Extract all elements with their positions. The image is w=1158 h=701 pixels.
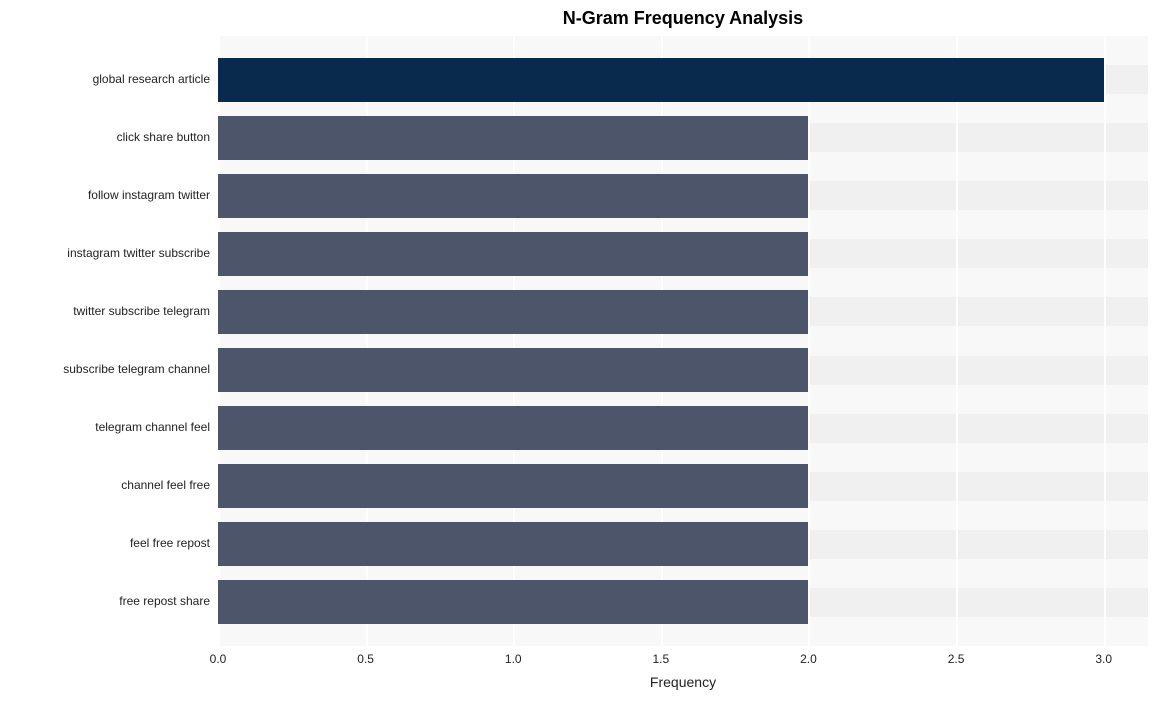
y-tick-label: instagram twitter subscribe bbox=[67, 246, 210, 260]
y-tick-label: telegram channel feel bbox=[95, 420, 210, 434]
ngram-frequency-chart: N-Gram Frequency Analysis Frequency glob… bbox=[0, 0, 1158, 701]
x-tick-label: 1.0 bbox=[505, 652, 522, 666]
y-tick-label: free repost share bbox=[119, 594, 210, 608]
y-tick-label: subscribe telegram channel bbox=[63, 362, 210, 376]
bar bbox=[218, 406, 808, 450]
y-tick-label: follow instagram twitter bbox=[88, 188, 210, 202]
x-axis-label: Frequency bbox=[218, 674, 1148, 690]
bar bbox=[218, 580, 808, 624]
x-tick-label: 3.0 bbox=[1095, 652, 1112, 666]
bar bbox=[218, 290, 808, 334]
y-tick-label: feel free repost bbox=[130, 536, 210, 550]
y-tick-label: twitter subscribe telegram bbox=[73, 304, 210, 318]
x-tick-label: 2.0 bbox=[800, 652, 817, 666]
bar bbox=[218, 232, 808, 276]
bar bbox=[218, 58, 1104, 102]
bar bbox=[218, 116, 808, 160]
x-tick-label: 0.0 bbox=[210, 652, 227, 666]
y-tick-label: global research article bbox=[93, 72, 210, 86]
chart-title: N-Gram Frequency Analysis bbox=[218, 8, 1148, 29]
y-tick-label: click share button bbox=[117, 130, 210, 144]
bar bbox=[218, 174, 808, 218]
x-tick-label: 2.5 bbox=[948, 652, 965, 666]
bar bbox=[218, 464, 808, 508]
bar bbox=[218, 522, 808, 566]
bar bbox=[218, 348, 808, 392]
gridline bbox=[1104, 36, 1106, 646]
gridline bbox=[808, 36, 810, 646]
gridline bbox=[956, 36, 958, 646]
x-tick-label: 0.5 bbox=[357, 652, 374, 666]
plot-area bbox=[218, 36, 1148, 646]
x-tick-label: 1.5 bbox=[653, 652, 670, 666]
y-tick-label: channel feel free bbox=[121, 478, 210, 492]
